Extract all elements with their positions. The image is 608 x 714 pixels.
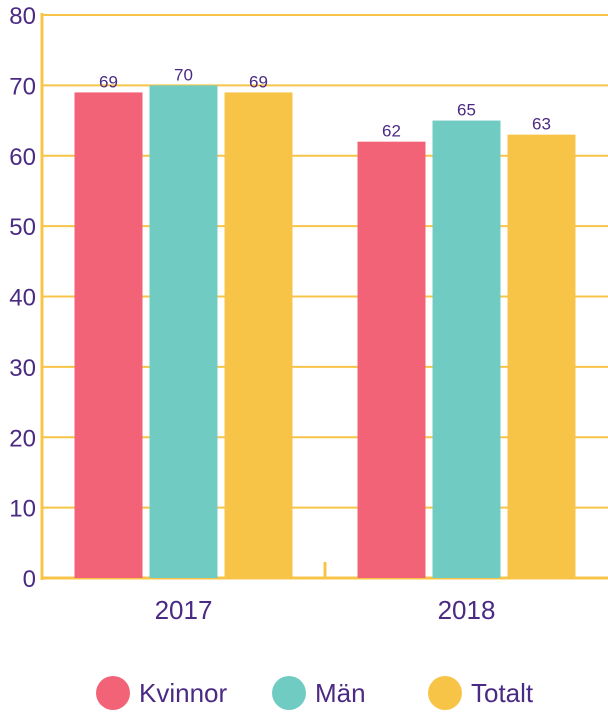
bar-kvinnor-2018 (357, 141, 426, 579)
y-tick-label-30: 30 (9, 355, 36, 382)
x-category-label-2017: 2017 (155, 595, 213, 625)
legend-label-kvinnor: Kvinnor (139, 677, 228, 708)
bar-chart: 0 10 20 30 40 50 60 70 80 69 70 69 2017 62 65 63 2018 (9, 3, 608, 625)
data-label-män-2017: 70 (174, 65, 193, 84)
data-label-totalt-2017: 69 (249, 72, 268, 91)
legend-swatch-kvinnor (96, 676, 130, 710)
bar-kvinnor-2017 (74, 92, 143, 578)
y-tick-label-20: 20 (9, 425, 36, 452)
data-label-män-2018: 65 (457, 101, 476, 120)
y-tick-label-40: 40 (9, 285, 36, 312)
data-label-totalt-2018: 63 (532, 115, 551, 134)
y-tick-label-80: 80 (9, 3, 36, 30)
data-label-kvinnor-2017: 69 (99, 72, 118, 91)
y-tick-label-70: 70 (9, 73, 36, 100)
y-tick-label-60: 60 (9, 144, 36, 171)
legend-label-man: Män (315, 677, 366, 708)
legend-item-totalt: Totalt (428, 676, 533, 710)
bar-män-2018 (432, 120, 501, 578)
legend-item-man: Män (272, 676, 366, 710)
legend: Kvinnor Män Totalt (0, 668, 608, 714)
y-tick-label-0: 0 (23, 566, 36, 593)
y-tick-label-10: 10 (9, 496, 36, 523)
legend-swatch-totalt (428, 676, 462, 710)
x-category-label-2018: 2018 (438, 595, 496, 625)
bar-män-2017 (149, 85, 218, 578)
legend-label-totalt: Totalt (471, 677, 534, 708)
data-label-kvinnor-2018: 62 (382, 122, 401, 141)
legend-swatch-man (272, 676, 306, 710)
bar-totalt-2018 (507, 134, 576, 578)
bar-totalt-2017 (224, 92, 293, 578)
y-tick-label-50: 50 (9, 214, 36, 241)
legend-item-kvinnor: Kvinnor (96, 676, 227, 710)
